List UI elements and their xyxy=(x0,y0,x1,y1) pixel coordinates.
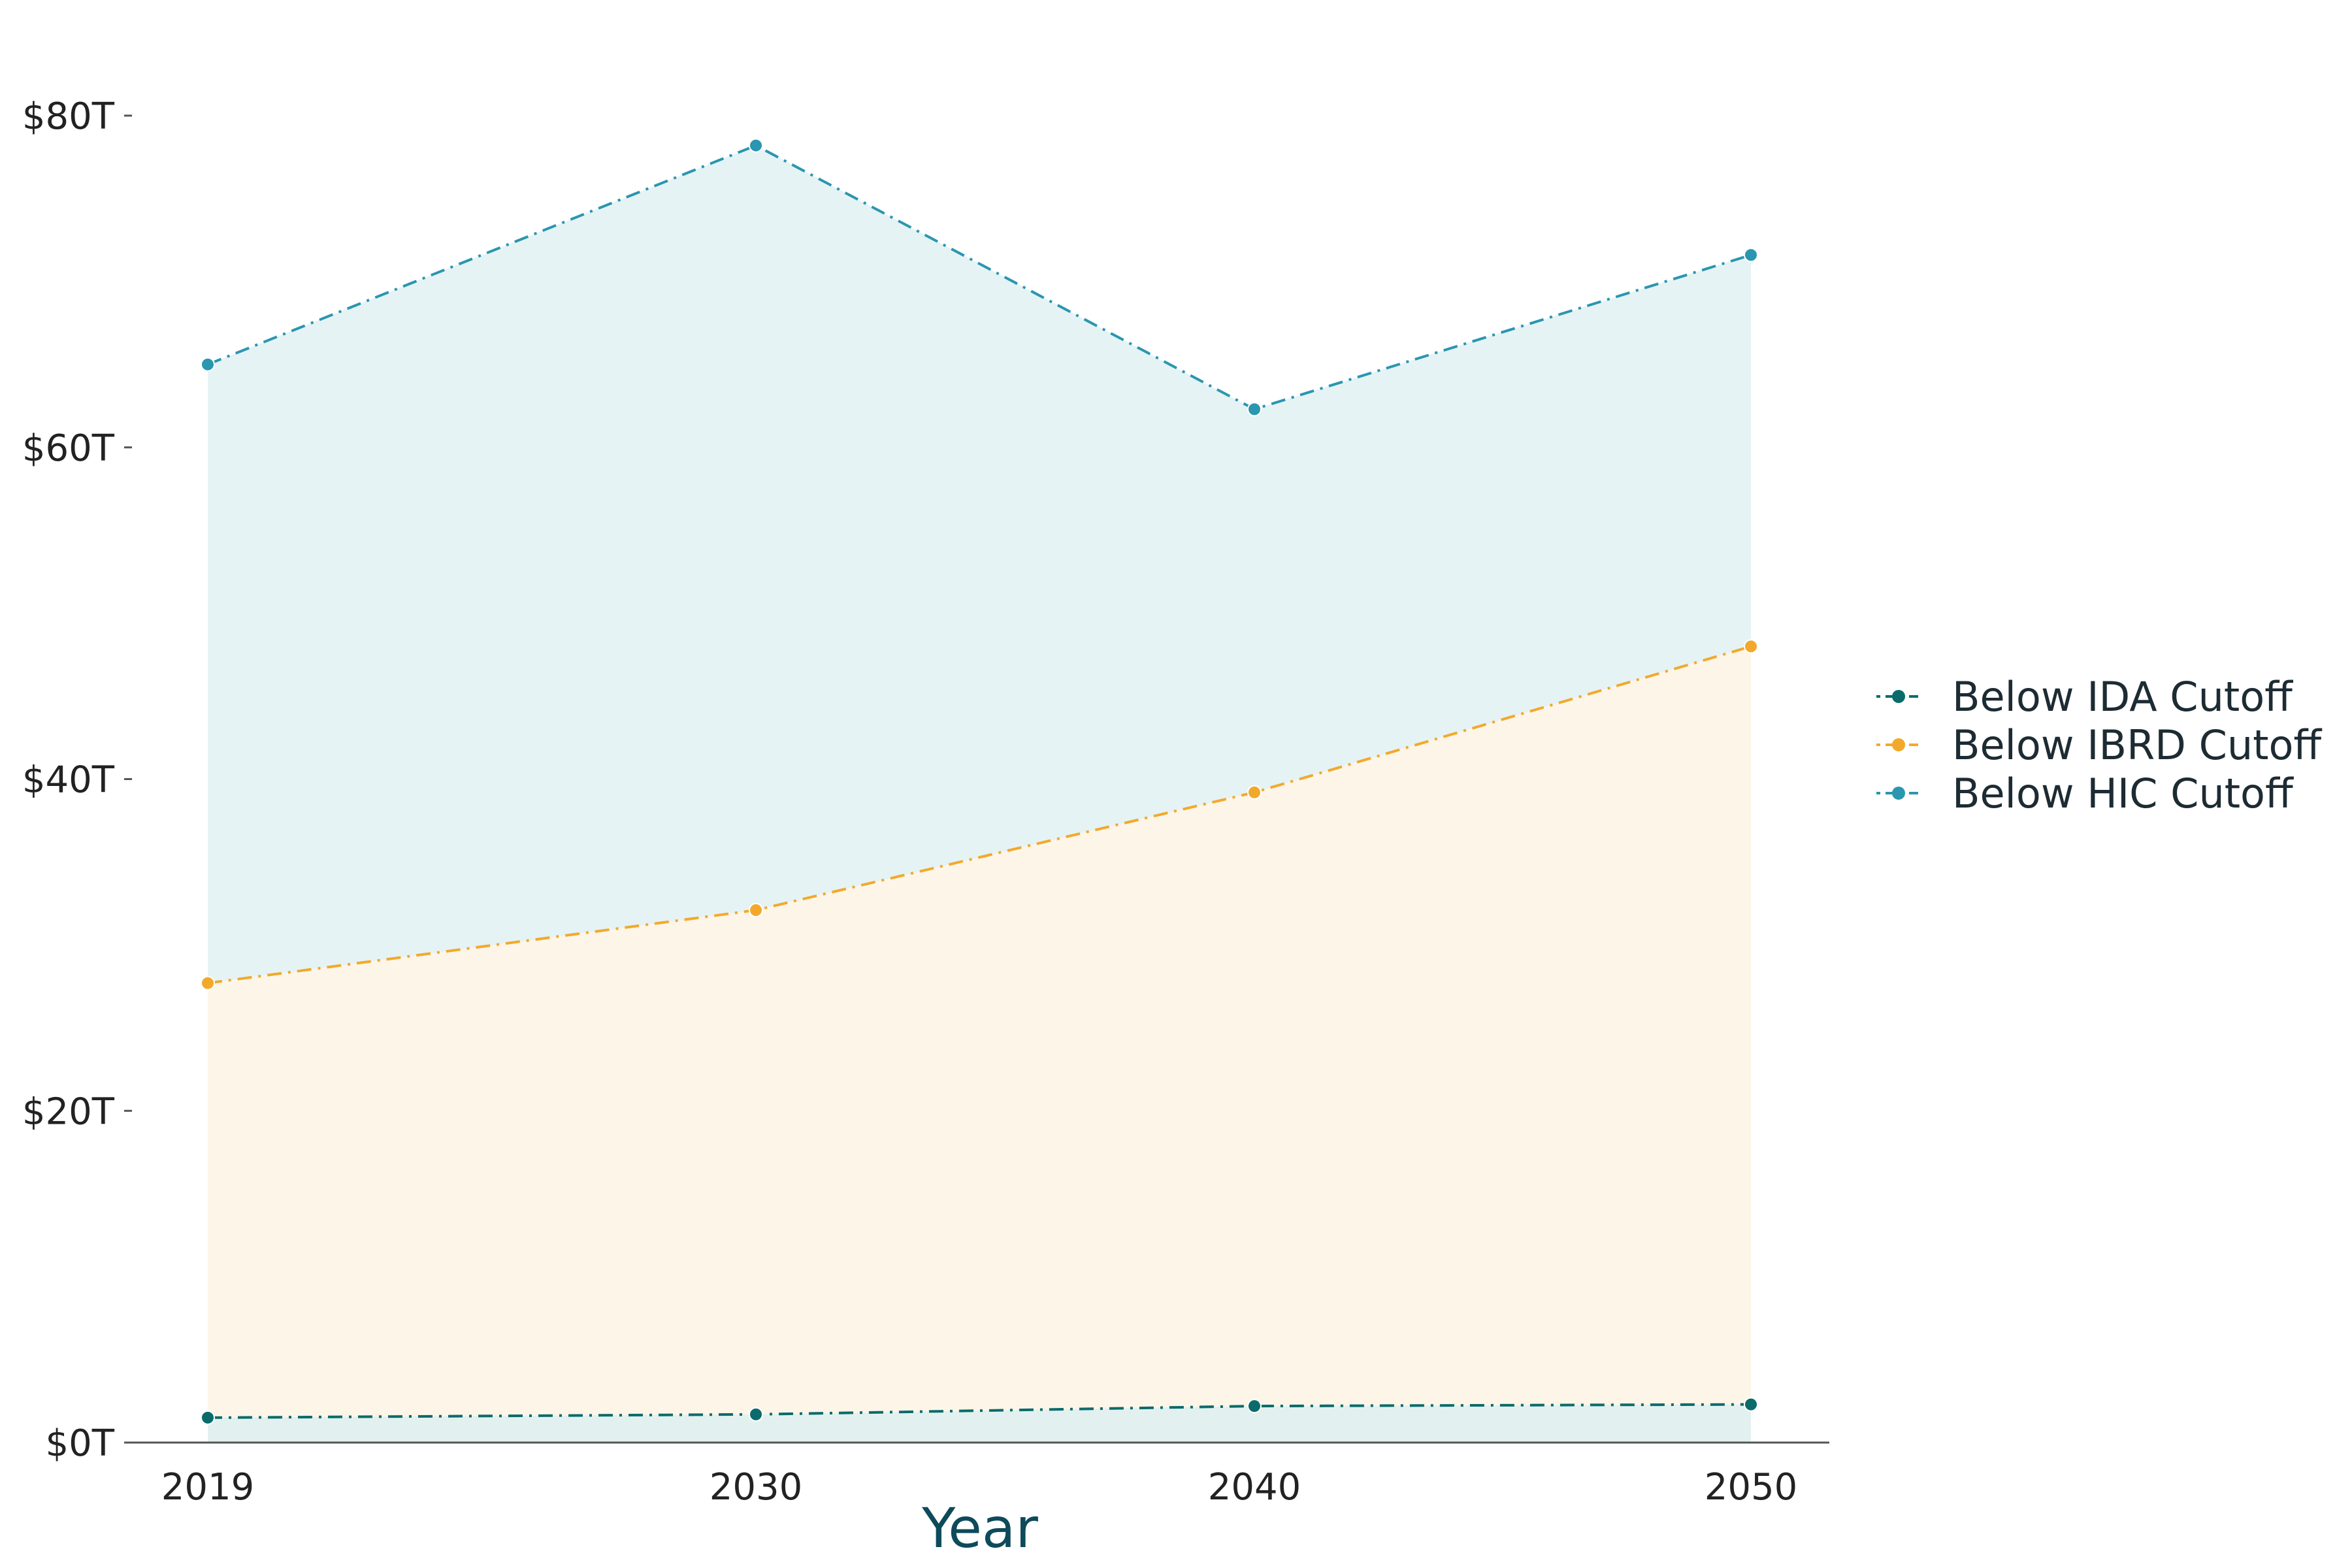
data-point xyxy=(201,975,215,990)
y-tick-label: $60T xyxy=(22,427,115,470)
y-axis-ticks: $0T $20T $40T $60T $80T xyxy=(22,95,132,1465)
series-line-2 xyxy=(207,645,1752,985)
y-tick-label: $0T xyxy=(46,1422,115,1465)
series-points xyxy=(201,138,1758,1425)
x-axis-title: Year xyxy=(921,1496,1038,1560)
data-point xyxy=(1744,248,1758,263)
x-axis-ticks: 2019 2030 2040 2050 xyxy=(161,1466,1798,1509)
series-line-1 xyxy=(207,1403,1752,1419)
series-lines xyxy=(207,144,1752,1419)
area-1 xyxy=(208,1404,1751,1443)
legend-label: Below IBRD Cutoff xyxy=(1952,721,2322,769)
series-line-3 xyxy=(207,144,1752,411)
legend-marker xyxy=(1892,738,1905,751)
legend-marker xyxy=(1892,787,1905,800)
legend-label: Below HIC Cutoff xyxy=(1952,770,2294,817)
x-tick-label: 2030 xyxy=(710,1466,803,1509)
data-point xyxy=(1247,785,1262,800)
data-point xyxy=(749,138,763,153)
area-2 xyxy=(208,646,1751,1443)
y-tick-label: $80T xyxy=(22,95,115,138)
area-fills xyxy=(208,145,1751,1443)
data-point xyxy=(201,357,215,372)
data-point xyxy=(1744,639,1758,654)
data-point xyxy=(1744,1397,1758,1412)
data-point xyxy=(749,903,763,918)
data-point xyxy=(749,1407,763,1422)
x-tick-label: 2040 xyxy=(1208,1466,1301,1509)
y-tick-label: $40T xyxy=(22,759,115,802)
legend-label: Below IDA Cutoff xyxy=(1952,673,2293,721)
data-point xyxy=(1247,402,1262,417)
data-point xyxy=(201,1410,215,1425)
y-tick-label: $20T xyxy=(22,1090,115,1133)
data-point xyxy=(1247,1399,1262,1414)
x-tick-label: 2019 xyxy=(161,1466,255,1509)
legend-marker xyxy=(1892,690,1905,703)
x-tick-label: 2050 xyxy=(1705,1466,1798,1509)
